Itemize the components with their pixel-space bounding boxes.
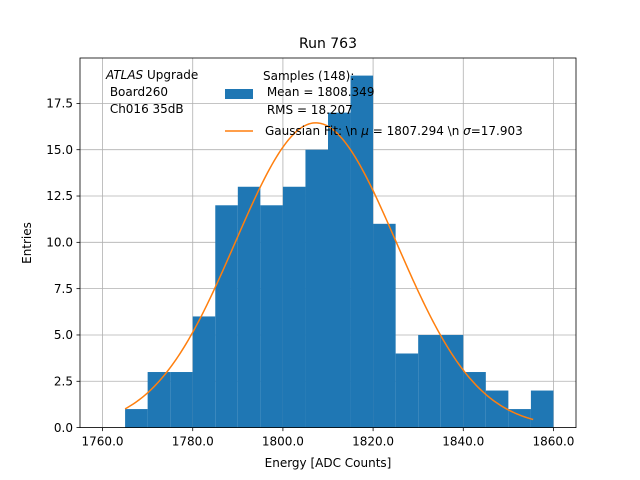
y-tick-label-6: 15.0 [46, 143, 73, 157]
legend: Samples (148): Mean = 1808.349 RMS = 18.… [225, 69, 523, 138]
histogram-bar-2 [170, 372, 193, 428]
legend-samples-swatch [225, 89, 253, 99]
histogram-bar-11 [373, 223, 396, 428]
legend-fit-sigma-value: =17.903 [471, 124, 523, 138]
y-tick-label-3: 7.5 [54, 282, 73, 296]
histogram-bar-13 [418, 334, 441, 428]
y-tick-label-4: 10.0 [46, 236, 73, 250]
x-tick-label-1: 1780.0 [172, 435, 214, 449]
y-axis-label: Entries [20, 222, 34, 264]
histogram-bar-10 [350, 75, 374, 428]
histogram-bar-0 [125, 409, 148, 428]
histogram-bar-16 [485, 390, 509, 428]
histogram-bars [125, 75, 554, 428]
y-tick-label-7: 17.5 [46, 97, 73, 111]
chart-title: Run 763 [299, 36, 357, 52]
x-tick-label-0: 1760.0 [82, 435, 124, 449]
legend-fit-sigma-symbol: σ [463, 124, 471, 138]
histogram-bar-12 [395, 353, 419, 428]
plot-frame [79, 57, 577, 429]
y-tick-label-0: 0.0 [54, 421, 73, 435]
legend-samples-mean: Mean = 1808.349 [263, 85, 374, 99]
gaussian-fit-curve [124, 122, 534, 421]
legend-samples-count: Samples (148): [263, 69, 354, 83]
legend-fit-prefix: Gaussian Fit: \n [265, 124, 361, 138]
x-axis-label: Energy [ADC Counts] [265, 456, 392, 470]
legend-fit-label: Gaussian Fit: \n μ = 1807.294 \n σ=17.90… [265, 124, 523, 138]
annotation-upgrade: Upgrade [143, 68, 198, 82]
axis-ticks: 1760.0 1780.0 1800.0 1820.0 1840.0 1860.0 0.0 2… [46, 97, 574, 449]
histogram-bar-6 [260, 205, 283, 428]
histogram-bar-7 [282, 186, 306, 428]
histogram-bar-4 [215, 205, 238, 428]
annotation-atlas: ATLAS [105, 68, 144, 82]
x-tick-label-3: 1820.0 [352, 435, 394, 449]
legend-fit-mu-value: = 1807.294 \n [369, 124, 463, 138]
histogram-bar-15 [463, 372, 486, 428]
legend-fit-mu-symbol: μ [360, 124, 369, 138]
y-tick-label-5: 12.5 [46, 189, 73, 203]
histogram-bar-18 [530, 390, 554, 428]
histogram-bar-5 [237, 186, 261, 428]
histogram-bar-8 [305, 149, 328, 428]
annotation-channel: Ch016 35dB [106, 102, 184, 116]
x-tick-label-5: 1860.0 [532, 435, 574, 449]
legend-samples-rms: RMS = 18.207 [263, 103, 353, 117]
y-tick-label-1: 2.5 [54, 374, 73, 388]
y-tick-label-2: 5.0 [54, 328, 73, 342]
histogram-bar-14 [440, 334, 464, 428]
histogram-bar-3 [192, 316, 216, 428]
histogram-bar-1 [147, 372, 171, 428]
x-tick-label-2: 1800.0 [262, 435, 304, 449]
atlas-annotation: ATLAS Upgrade Board260 Ch016 35dB [105, 68, 198, 116]
annotation-line-1: ATLAS Upgrade [105, 68, 198, 82]
histogram-bar-9 [328, 112, 351, 428]
x-tick-label-4: 1840.0 [442, 435, 484, 449]
annotation-board: Board260 [106, 85, 168, 99]
histogram-bar-17 [508, 409, 531, 428]
